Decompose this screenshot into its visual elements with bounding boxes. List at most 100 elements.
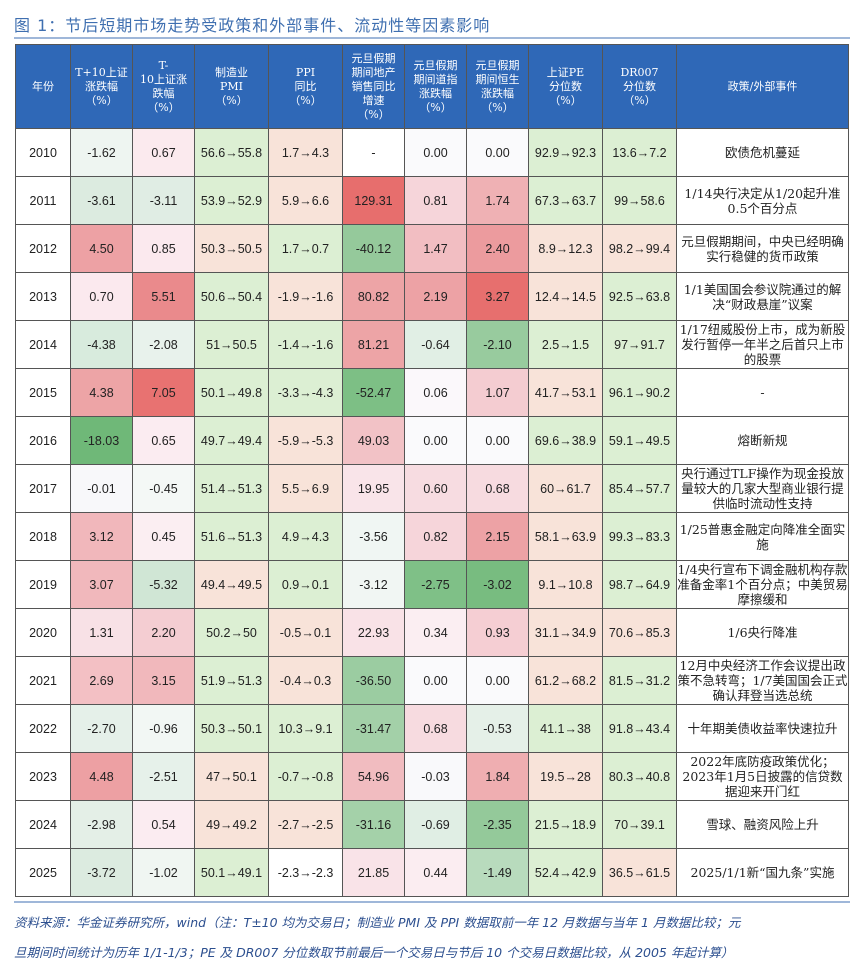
cell-t-minus-10-change: 2.20 bbox=[132, 608, 195, 657]
table-body: 2010 -1.62 0.67 56.6→55.8 1.7→4.3-0.00 0.00 92… bbox=[15, 128, 849, 897]
cell-event: 雪球、融资风险上升 bbox=[676, 800, 849, 849]
cell-year: 2020 bbox=[15, 608, 71, 657]
cell-property-sales-growth: 19.95 bbox=[342, 464, 405, 513]
cell-t-minus-10-change: 7.05 bbox=[132, 368, 195, 417]
cell-pmi: 50.3→50.1 bbox=[194, 704, 269, 753]
cell-hang-seng-change: -2.10 bbox=[466, 320, 529, 369]
figure-title: 图 1：节后短期市场走势受政策和外部事件、流动性等因素影响 bbox=[14, 16, 491, 35]
cell-event: 1/25普惠金融定向降准全面实施 bbox=[676, 512, 849, 561]
cell-ppi: -1.4→-1.6 bbox=[268, 320, 343, 369]
cell-year: 2017 bbox=[15, 464, 71, 513]
cell-ppi: -0.7→-0.8 bbox=[268, 752, 343, 801]
cell-property-sales-growth: 49.03 bbox=[342, 416, 405, 465]
col-header-hang-seng: 元旦假期 期间恒生 涨跌幅 （%） bbox=[466, 44, 529, 129]
cell-pmi: 49→49.2 bbox=[194, 800, 269, 849]
cell-t-plus-10-change: 2.69 bbox=[70, 656, 133, 705]
cell-property-sales-growth: -3.12 bbox=[342, 560, 405, 609]
cell-hang-seng-change: 2.40 bbox=[466, 224, 529, 273]
cell-year: 2016 bbox=[15, 416, 71, 465]
table-row: 2024 -2.98 0.54 49→49.2 -2.7→-2.5 -31.16 -0.69… bbox=[15, 800, 849, 849]
cell-dow-change: 0.60 bbox=[404, 464, 467, 513]
col-header-t-minus-10: T- 10上证涨 跌幅 （%） bbox=[132, 44, 195, 129]
cell-dr007-percentile: 70.6→85.3 bbox=[602, 608, 677, 657]
cell-t-minus-10-change: -0.45 bbox=[132, 464, 195, 513]
cell-pe-percentile: 69.6→38.9 bbox=[528, 416, 603, 465]
cell-year: 2024 bbox=[15, 800, 71, 849]
cell-pe-percentile: 41.1→38 bbox=[528, 704, 603, 753]
cell-property-sales-growth: -36.50 bbox=[342, 656, 405, 705]
cell-t-minus-10-change: -2.51 bbox=[132, 752, 195, 801]
cell-property-sales-growth: -31.16 bbox=[342, 800, 405, 849]
cell-pmi: 50.2→50 bbox=[194, 608, 269, 657]
cell-t-plus-10-change: -0.01 bbox=[70, 464, 133, 513]
cell-dr007-percentile: 96.1→90.2 bbox=[602, 368, 677, 417]
cell-t-minus-10-change: 0.67 bbox=[132, 128, 195, 177]
cell-event: 1/14央行决定从1/20起升准0.5个百分点 bbox=[676, 176, 849, 225]
cell-pe-percentile: 8.9→12.3 bbox=[528, 224, 603, 273]
cell-ppi: -0.4→0.3 bbox=[268, 656, 343, 705]
cell-property-sales-growth: 22.93 bbox=[342, 608, 405, 657]
cell-hang-seng-change: 0.68 bbox=[466, 464, 529, 513]
col-header-t-plus-10: T+10上证 涨跌幅 （%） bbox=[70, 44, 133, 129]
cell-t-plus-10-change: -3.72 bbox=[70, 848, 133, 897]
cell-pe-percentile: 60→61.7 bbox=[528, 464, 603, 513]
market-factors-table: 年份 T+10上证 涨跌幅 （%） T- 10上证涨 跌幅 （%） 制造业 PMI （%） P… bbox=[15, 44, 849, 897]
cell-year: 2011 bbox=[15, 176, 71, 225]
table-row: 2021 2.69 3.15 51.9→51.3 -0.4→0.3 -36.50 0.00 0… bbox=[15, 656, 849, 705]
cell-event: 1/4央行宣布下调金融机构存款准备金率1个百分点；中美贸易摩擦缓和 bbox=[676, 560, 849, 609]
cell-dr007-percentile: 70→39.1 bbox=[602, 800, 677, 849]
table-row: 2019 3.07 -5.32 49.4→49.5 0.9→0.1 -3.12 -2.75-… bbox=[15, 560, 849, 609]
cell-t-plus-10-change: -2.70 bbox=[70, 704, 133, 753]
cell-dr007-percentile: 92.5→63.8 bbox=[602, 272, 677, 321]
cell-pe-percentile: 92.9→92.3 bbox=[528, 128, 603, 177]
table-row: 2017 -0.01 -0.45 51.4→51.3 5.5→6.9 19.95 0.60 0… bbox=[15, 464, 849, 513]
cell-event: 欧债危机蔓延 bbox=[676, 128, 849, 177]
cell-hang-seng-change: 0.93 bbox=[466, 608, 529, 657]
col-header-events: 政策/外部事件 bbox=[676, 44, 849, 129]
cell-year: 2025 bbox=[15, 848, 71, 897]
cell-hang-seng-change: 1.84 bbox=[466, 752, 529, 801]
cell-event: - bbox=[676, 368, 849, 417]
cell-pmi: 49.4→49.5 bbox=[194, 560, 269, 609]
cell-hang-seng-change: 3.27 bbox=[466, 272, 529, 321]
cell-event: 1/6央行降准 bbox=[676, 608, 849, 657]
cell-pmi: 56.6→55.8 bbox=[194, 128, 269, 177]
cell-pe-percentile: 9.1→10.8 bbox=[528, 560, 603, 609]
table-row: 2023 4.48 -2.51 47→50.1 -0.7→-0.8 54.96 -0.03 1… bbox=[15, 752, 849, 801]
cell-hang-seng-change: -3.02 bbox=[466, 560, 529, 609]
cell-ppi: 10.3→9.1 bbox=[268, 704, 343, 753]
cell-t-minus-10-change: -3.11 bbox=[132, 176, 195, 225]
cell-pmi: 50.3→50.5 bbox=[194, 224, 269, 273]
cell-hang-seng-change: -2.35 bbox=[466, 800, 529, 849]
cell-t-plus-10-change: 4.50 bbox=[70, 224, 133, 273]
cell-t-plus-10-change: 3.07 bbox=[70, 560, 133, 609]
title-divider bbox=[14, 37, 850, 39]
cell-dr007-percentile: 97→91.7 bbox=[602, 320, 677, 369]
cell-property-sales-growth: -3.56 bbox=[342, 512, 405, 561]
cell-dow-change: 0.44 bbox=[404, 848, 467, 897]
cell-pe-percentile: 21.5→18.9 bbox=[528, 800, 603, 849]
cell-event: 十年期美债收益率快速拉升 bbox=[676, 704, 849, 753]
cell-dow-change: 0.00 bbox=[404, 416, 467, 465]
table-row: 2010 -1.62 0.67 56.6→55.8 1.7→4.3-0.00 0.00 92… bbox=[15, 128, 849, 177]
cell-dr007-percentile: 13.6→7.2 bbox=[602, 128, 677, 177]
cell-dr007-percentile: 80.3→40.8 bbox=[602, 752, 677, 801]
cell-t-minus-10-change: 3.15 bbox=[132, 656, 195, 705]
cell-property-sales-growth: - bbox=[342, 128, 405, 177]
cell-ppi: 5.5→6.9 bbox=[268, 464, 343, 513]
cell-pmi: 51.6→51.3 bbox=[194, 512, 269, 561]
cell-year: 2012 bbox=[15, 224, 71, 273]
cell-dr007-percentile: 99→58.6 bbox=[602, 176, 677, 225]
cell-pmi: 50.6→50.4 bbox=[194, 272, 269, 321]
cell-pmi: 51.4→51.3 bbox=[194, 464, 269, 513]
header-row: 年份 T+10上证 涨跌幅 （%） T- 10上证涨 跌幅 （%） 制造业 PMI （%） P… bbox=[15, 44, 849, 129]
cell-t-minus-10-change: -5.32 bbox=[132, 560, 195, 609]
cell-dow-change: 0.06 bbox=[404, 368, 467, 417]
cell-pmi: 51→50.5 bbox=[194, 320, 269, 369]
cell-dr007-percentile: 85.4→57.7 bbox=[602, 464, 677, 513]
cell-dow-change: -0.03 bbox=[404, 752, 467, 801]
cell-hang-seng-change: 1.74 bbox=[466, 176, 529, 225]
cell-year: 2022 bbox=[15, 704, 71, 753]
cell-property-sales-growth: 54.96 bbox=[342, 752, 405, 801]
cell-dr007-percentile: 59.1→49.5 bbox=[602, 416, 677, 465]
